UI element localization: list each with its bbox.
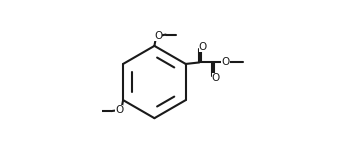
Text: O: O: [154, 31, 162, 41]
Text: O: O: [221, 57, 230, 67]
Text: O: O: [115, 105, 123, 115]
Text: O: O: [212, 73, 220, 83]
Text: O: O: [199, 42, 207, 52]
